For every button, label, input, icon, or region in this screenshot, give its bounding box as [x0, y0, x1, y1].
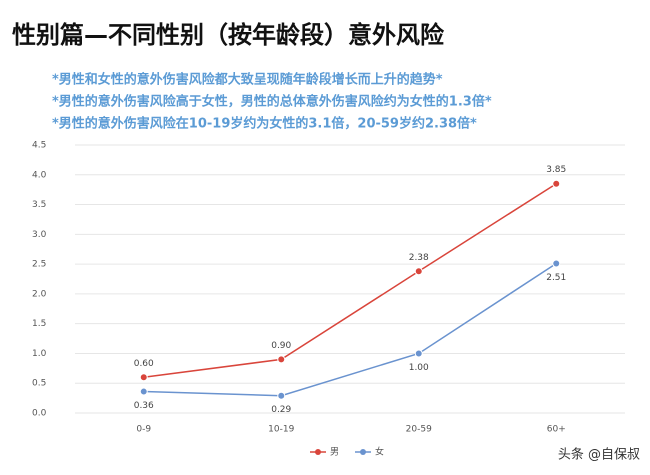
legend-marker	[315, 449, 321, 455]
x-tick-label: 60+	[547, 425, 566, 435]
point	[414, 349, 423, 358]
chart-title: 性别篇—不同性别（按年龄段）意外风险	[12, 21, 445, 49]
legend-label: 女	[375, 446, 384, 458]
y-tick-label: 3.0	[32, 230, 47, 240]
note: *男性的意外伤害风险在10-19岁约为女性的3.1倍，20-59岁约2.38倍*	[52, 116, 477, 132]
y-tick-label: 0.0	[32, 409, 47, 419]
legend-marker	[360, 449, 366, 455]
y-tick-label: 2.5	[32, 260, 46, 270]
value-label: 0.29	[271, 405, 291, 415]
series-line	[143, 262, 557, 397]
y-tick-label: 4.5	[32, 141, 46, 151]
note: *男性的意外伤害风险高于女性，男性的总体意外伤害风险约为女性的1.3倍*	[52, 94, 492, 110]
note: *男性和女性的意外伤害风险都大致呈现随年龄段增长而上升的趋势*	[52, 72, 443, 88]
y-tick-label: 3.5	[32, 200, 46, 210]
series-line	[143, 183, 557, 379]
point	[552, 259, 561, 268]
value-label: 2.51	[546, 273, 566, 283]
x-tick-label: 0-9	[136, 425, 151, 435]
watermark: 头条 @自保叔	[558, 447, 640, 463]
y-tick-label: 4.0	[32, 170, 47, 180]
value-label: 0.36	[134, 401, 154, 411]
point	[139, 387, 148, 396]
point	[277, 391, 286, 400]
value-label: 0.90	[271, 341, 291, 351]
point	[277, 355, 286, 364]
value-label: 2.38	[409, 253, 429, 263]
y-tick-label: 1.5	[32, 319, 46, 329]
value-label: 1.00	[409, 363, 429, 373]
y-tick-label: 2.0	[32, 289, 47, 299]
y-tick-label: 0.5	[32, 379, 46, 389]
x-tick-label: 10-19	[268, 425, 294, 435]
x-tick-label: 20-59	[406, 425, 432, 435]
y-tick-label: 1.0	[32, 349, 47, 359]
point	[552, 179, 561, 188]
value-label: 3.85	[546, 165, 566, 175]
point	[139, 373, 148, 382]
legend-label: 男	[330, 447, 339, 458]
point	[414, 267, 423, 276]
value-label: 0.60	[134, 359, 154, 369]
